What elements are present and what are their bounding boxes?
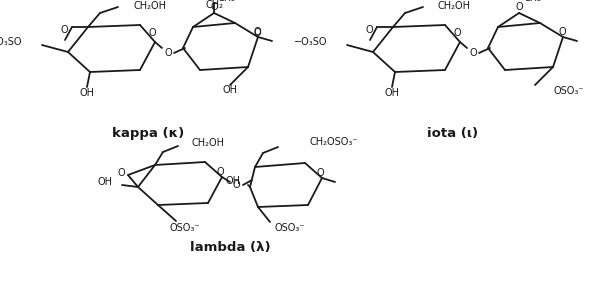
Text: O: O bbox=[453, 28, 461, 38]
Text: O: O bbox=[210, 2, 218, 12]
Text: OSO₃⁻: OSO₃⁻ bbox=[553, 86, 583, 96]
Text: O: O bbox=[469, 48, 477, 58]
Text: O: O bbox=[365, 25, 373, 35]
Text: CH₂: CH₂ bbox=[523, 0, 541, 3]
Text: OH: OH bbox=[98, 177, 113, 187]
Text: O: O bbox=[148, 28, 156, 38]
Text: −O₃SO: −O₃SO bbox=[293, 37, 327, 47]
Text: kappa (κ): kappa (κ) bbox=[112, 127, 184, 139]
Text: O: O bbox=[558, 27, 566, 37]
Text: CH₂OH: CH₂OH bbox=[133, 1, 166, 11]
Text: OH: OH bbox=[79, 88, 95, 98]
Text: O: O bbox=[60, 25, 68, 35]
Text: OH: OH bbox=[225, 176, 240, 186]
Text: O: O bbox=[164, 48, 172, 58]
Text: OSO₃⁻: OSO₃⁻ bbox=[275, 223, 305, 233]
Text: O: O bbox=[117, 168, 125, 178]
Text: OH: OH bbox=[385, 88, 400, 98]
Text: O: O bbox=[216, 167, 224, 177]
Text: OH: OH bbox=[223, 85, 238, 95]
Text: O: O bbox=[316, 168, 324, 178]
Text: CH₂OH: CH₂OH bbox=[438, 1, 471, 11]
Text: CH₂OSO₃⁻: CH₂OSO₃⁻ bbox=[310, 137, 359, 147]
Text: O: O bbox=[232, 180, 240, 190]
Text: CH₂OH: CH₂OH bbox=[192, 138, 225, 148]
Text: O: O bbox=[253, 28, 261, 38]
Text: CH₂: CH₂ bbox=[218, 0, 236, 3]
Text: CH₂: CH₂ bbox=[205, 0, 223, 10]
Text: iota (ι): iota (ι) bbox=[427, 127, 479, 139]
Text: O: O bbox=[253, 27, 261, 37]
Text: lambda (λ): lambda (λ) bbox=[190, 241, 271, 253]
Text: −O₃SO: −O₃SO bbox=[0, 37, 22, 47]
Text: O: O bbox=[515, 2, 523, 12]
Text: OSO₃⁻: OSO₃⁻ bbox=[170, 223, 200, 233]
